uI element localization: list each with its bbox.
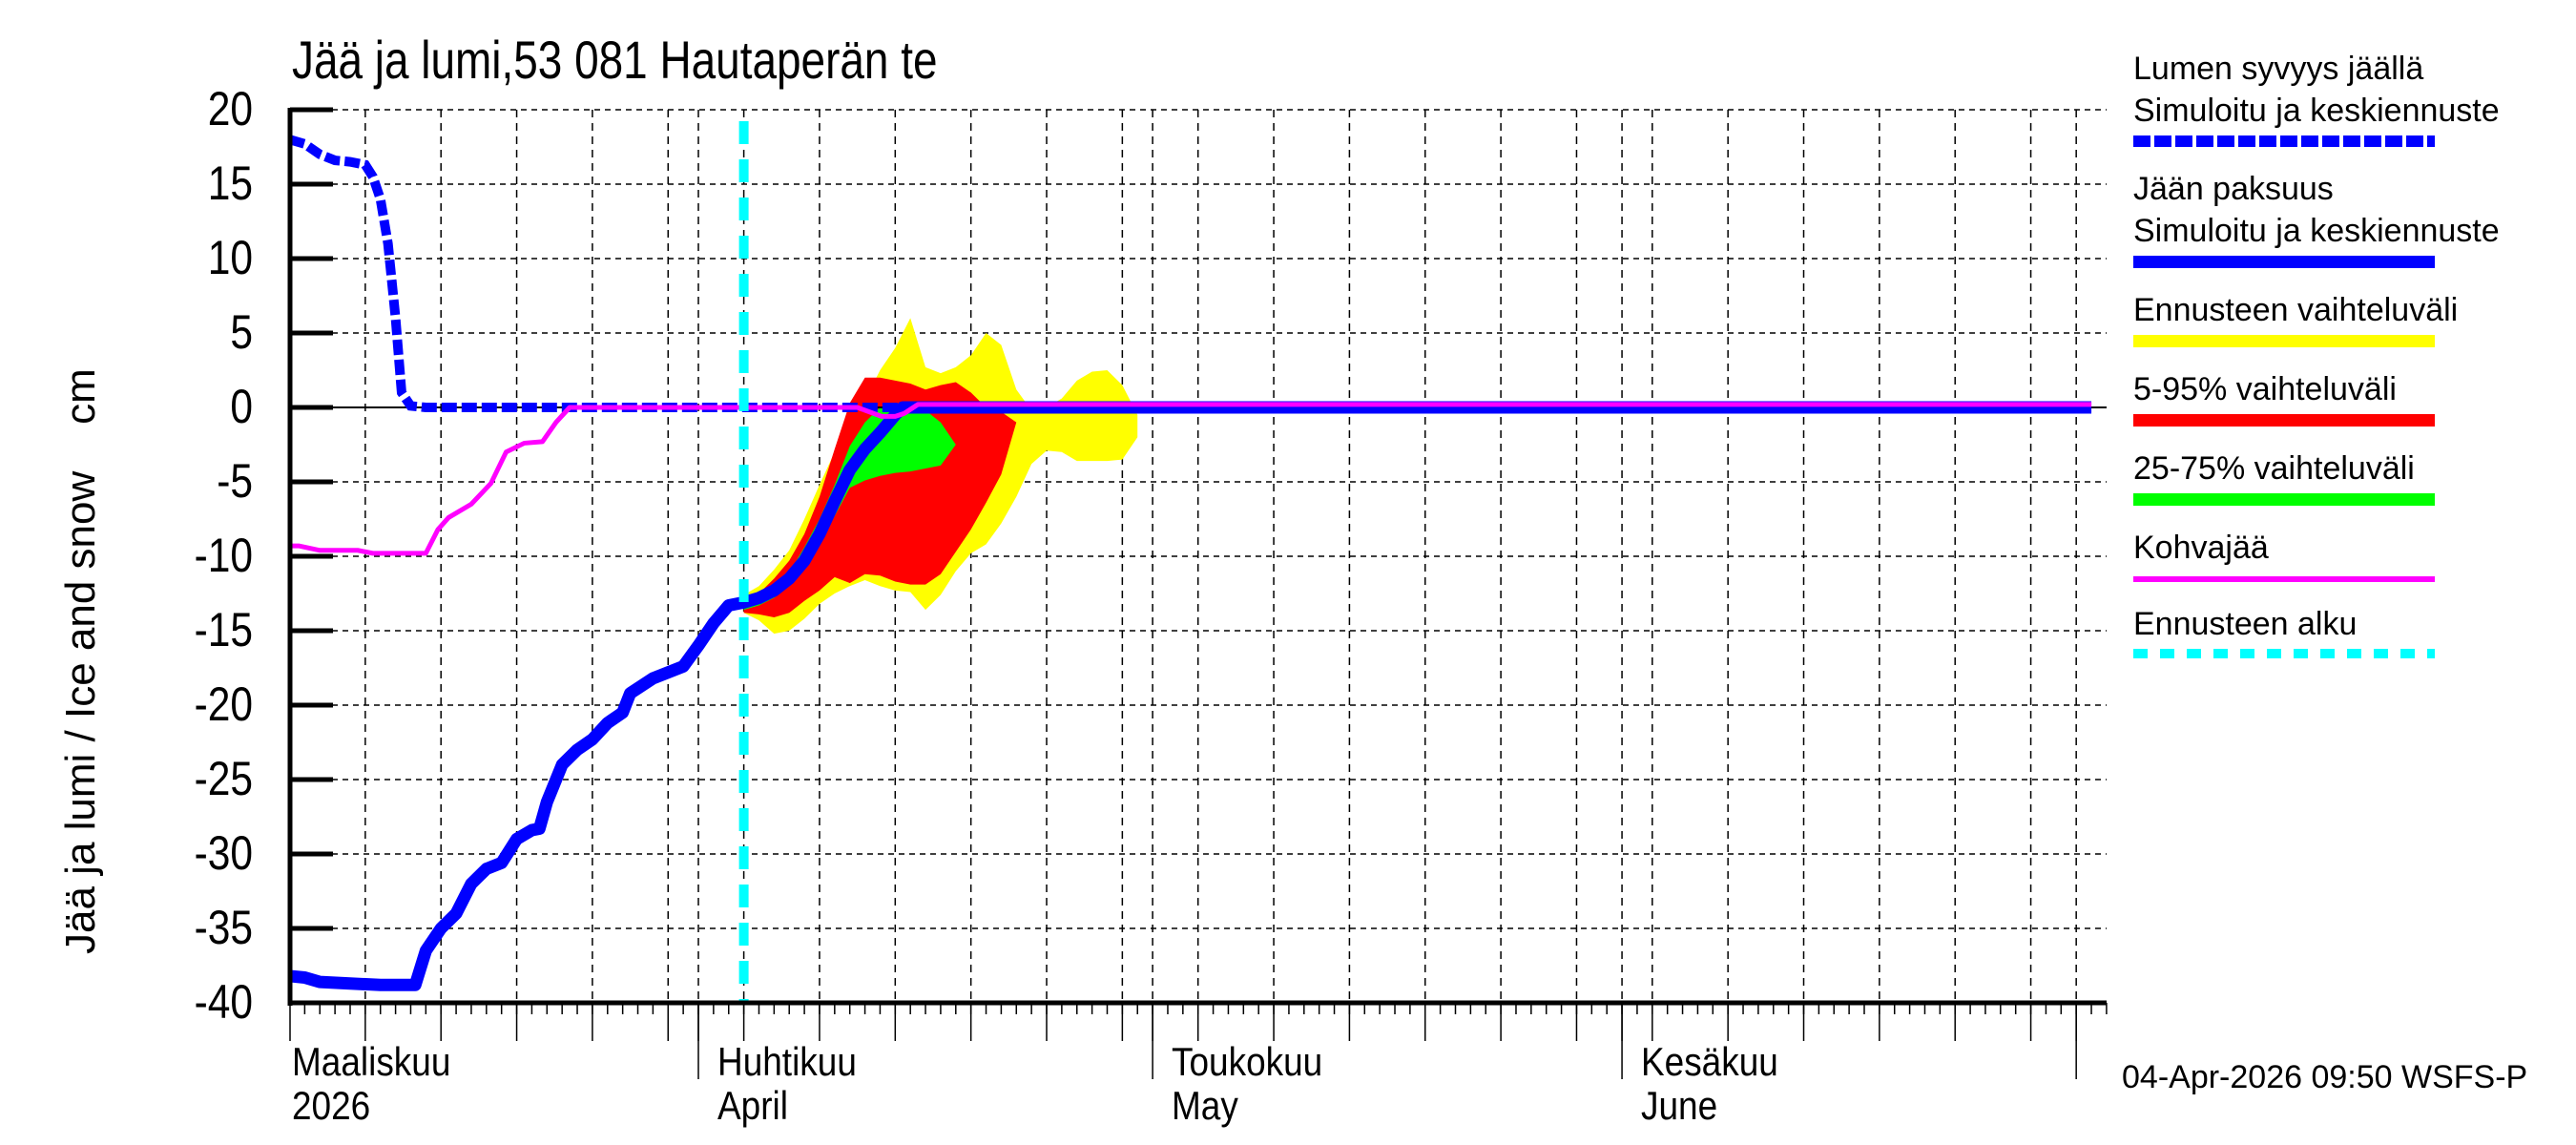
y-tick-label: -40 <box>194 975 253 1029</box>
y-tick-label: 5 <box>230 305 253 359</box>
month-en: 2026 <box>292 1083 371 1128</box>
legend-item-ice-thickness: Jään paksuus Simuloitu ja keskiennuste <box>2133 168 2572 268</box>
x-month-label-june: Kesäkuu June <box>1641 1040 1778 1128</box>
legend-swatch-yellow <box>2133 335 2435 347</box>
legend-label: Jään paksuus <box>2133 171 2334 207</box>
y-tick-label: -10 <box>194 529 253 582</box>
legend-swatch-green <box>2133 493 2435 506</box>
legend-swatch-dashed-blue <box>2133 135 2435 147</box>
legend-label: Lumen syvyys jäällä <box>2133 51 2424 87</box>
legend: Lumen syvyys jäällä Simuloitu ja keskien… <box>2133 48 2572 679</box>
legend-label: 25-75% vaihteluväli <box>2133 450 2415 487</box>
legend-swatch-solid-blue <box>2133 256 2435 268</box>
month-en: June <box>1641 1083 1718 1128</box>
month-en: May <box>1172 1083 1238 1128</box>
y-tick-label: -30 <box>194 826 253 880</box>
legend-item-snow-depth: Lumen syvyys jäällä Simuloitu ja keskien… <box>2133 48 2572 147</box>
timestamp: 04-Apr-2026 09:50 WSFS-P <box>2122 1059 2528 1095</box>
x-month-label-may: Toukokuu May <box>1172 1040 1322 1128</box>
legend-sublabel: Simuloitu ja keskiennuste <box>2133 93 2500 129</box>
y-tick-label: 15 <box>207 156 253 210</box>
y-tick-label: -20 <box>194 677 253 731</box>
legend-label: Kohvajää <box>2133 530 2269 566</box>
legend-swatch-cyan-dashed <box>2133 649 2435 658</box>
y-tick-label: 20 <box>207 82 253 135</box>
x-month-label-april: Huhtikuu April <box>717 1040 857 1128</box>
month-fi: Kesäkuu <box>1641 1039 1778 1084</box>
data-lines <box>288 135 2092 991</box>
legend-item-25-75: 25-75% vaihteluväli <box>2133 448 2572 506</box>
y-tick-label: -35 <box>194 901 253 954</box>
legend-item-forecast-range: Ennusteen vaihteluväli <box>2133 289 2572 347</box>
y-tick-label: 0 <box>230 380 253 433</box>
y-tick-label: 10 <box>207 231 253 284</box>
forecast-bands <box>743 318 1138 635</box>
month-en: April <box>717 1083 788 1128</box>
x-month-label-march: Maaliskuu 2026 <box>292 1040 450 1128</box>
legend-item-forecast-start: Ennusteen alku <box>2133 603 2572 658</box>
y-tick-label: -5 <box>217 454 253 508</box>
legend-swatch-magenta <box>2133 576 2435 582</box>
axes <box>287 107 2108 1079</box>
month-fi: Huhtikuu <box>717 1039 857 1084</box>
legend-label: Ennusteen vaihteluväli <box>2133 292 2459 328</box>
legend-swatch-red <box>2133 414 2435 427</box>
legend-sublabel: Simuloitu ja keskiennuste <box>2133 213 2500 249</box>
legend-label: Ennusteen alku <box>2133 606 2358 642</box>
y-tick-label: -25 <box>194 752 253 805</box>
y-tick-label: -15 <box>194 603 253 656</box>
grid-lines <box>290 109 2107 1003</box>
legend-label: 5-95% vaihteluväli <box>2133 371 2397 407</box>
month-fi: Maaliskuu <box>292 1039 451 1084</box>
legend-item-slush-ice: Kohvajää <box>2133 527 2572 582</box>
month-fi: Toukokuu <box>1172 1039 1323 1084</box>
y-axis-label: Jää ja lumi / Ice and snow cm <box>57 368 104 954</box>
legend-item-5-95: 5-95% vaihteluväli <box>2133 368 2572 427</box>
chart-title: Jää ja lumi,53 081 Hautaperän te <box>292 30 938 90</box>
